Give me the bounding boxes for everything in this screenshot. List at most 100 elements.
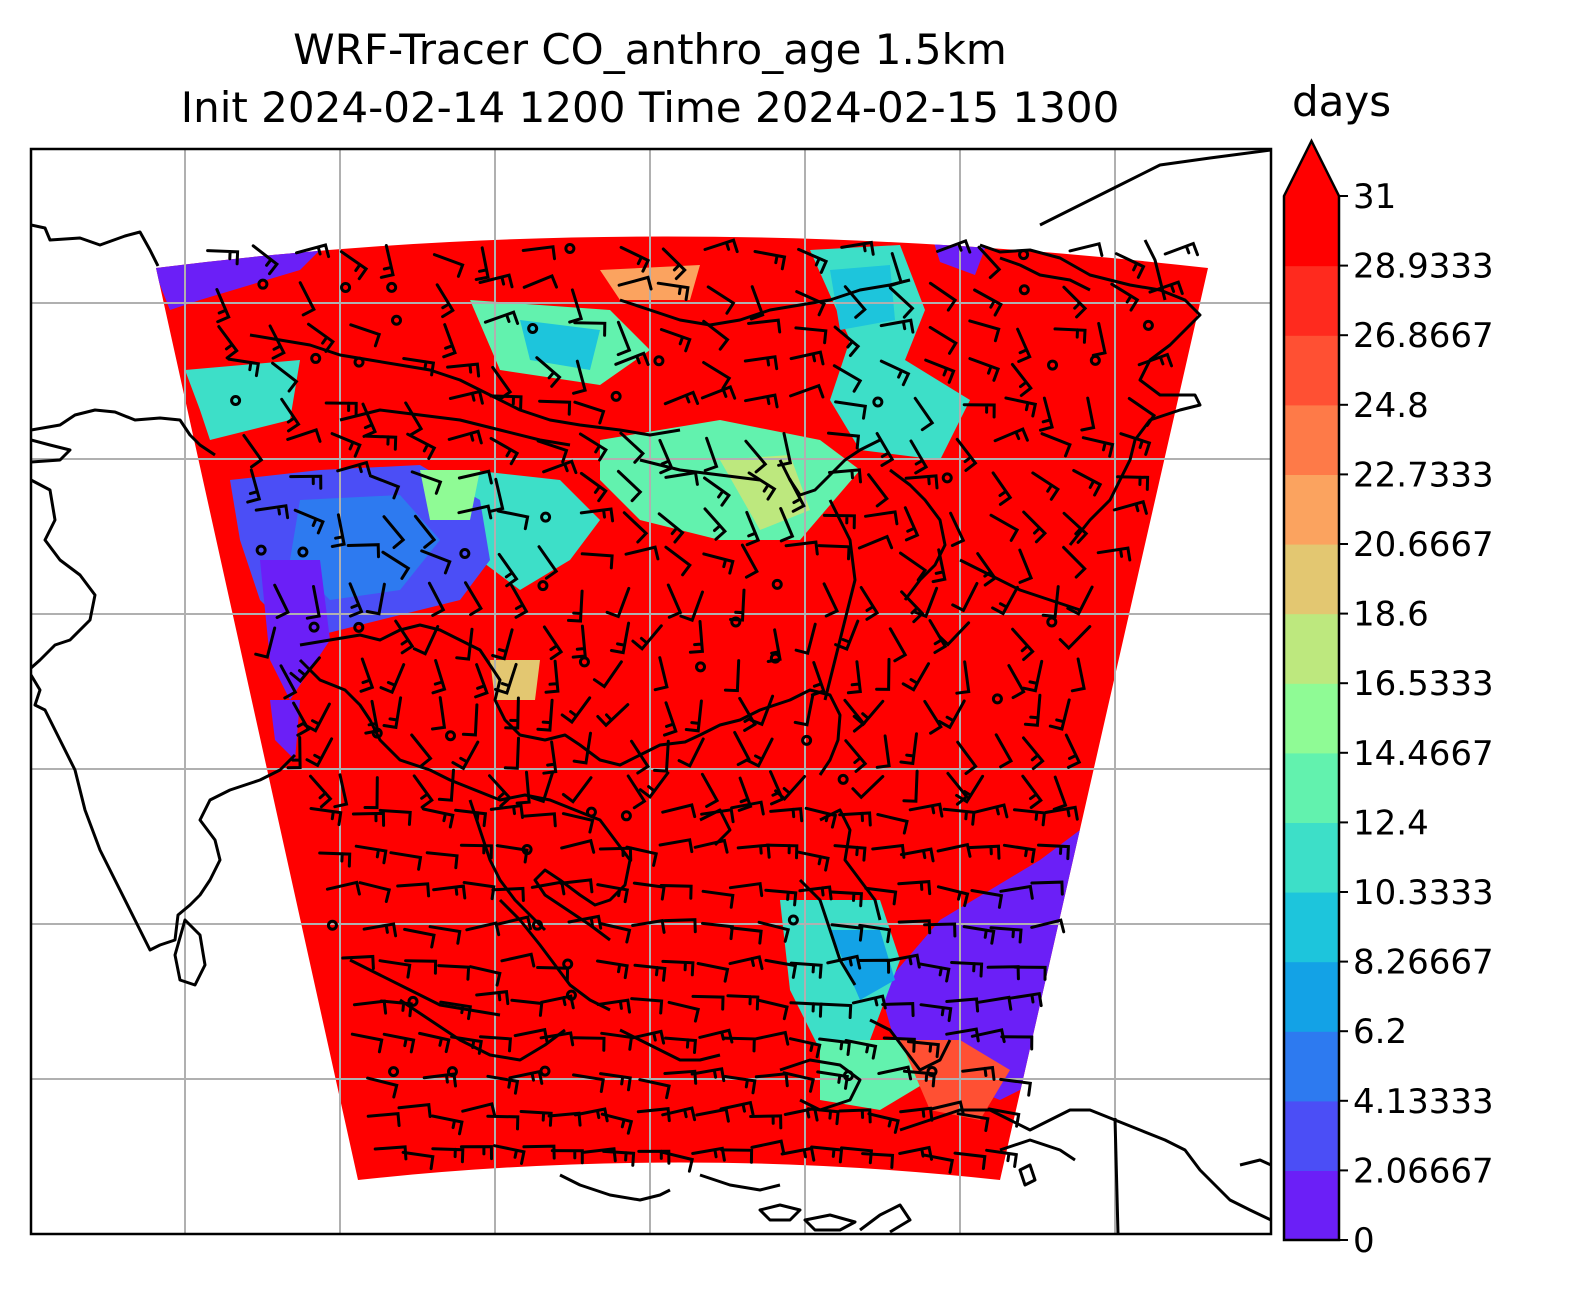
wind-barb [637,1149,671,1165]
wind-barb [497,552,519,588]
calm-wind-marker [564,243,576,255]
wind-barb [437,768,455,802]
wind-barb [605,586,631,619]
wind-barb [729,926,763,945]
wind-barb [1127,397,1157,427]
wind-barb [1002,843,1036,864]
wind-barb [246,468,262,504]
wind-barb [432,253,465,278]
colorbar-tick-label: 2.06667 [1353,1151,1494,1191]
wind-barb [1021,774,1043,809]
wind-barb [945,1027,980,1043]
wind-barb [679,590,704,623]
calm-wind-marker [991,693,1003,705]
wind-barb [368,474,401,500]
wind-barb [522,274,558,289]
wind-barb [346,543,380,559]
wind-barb [764,958,798,979]
wind-barb [420,549,452,575]
wind-barb [303,702,331,733]
wind-barb [955,660,971,695]
colorbar-tick-label: 31 [1353,177,1396,217]
wind-barb [354,844,388,865]
wind-barb [722,1036,756,1053]
wind-barb [496,509,530,531]
wind-barb [459,1145,493,1161]
calm-wind-marker [388,1066,400,1078]
wind-barb [844,739,868,773]
wind-barb [358,881,392,903]
wind-barb [794,622,817,656]
wind-barb [904,474,939,490]
wind-barb [769,807,804,823]
wind-barb [542,740,558,775]
wind-barb [921,1153,955,1174]
wind-barb [630,997,664,1015]
calm-wind-marker [565,989,577,1001]
colorbar-segment [1284,335,1339,406]
calm-wind-marker [1047,359,1059,371]
wind-barb [1066,585,1094,616]
wind-barb [431,1114,464,1136]
calm-wind-marker [562,958,574,970]
wind-barb [956,1112,990,1132]
wind-barb [702,552,735,575]
wind-barb [446,362,481,378]
wind-barb [1010,362,1033,397]
wind-barb [897,879,932,896]
wind-barb [493,1144,526,1165]
wind-barb [923,699,943,735]
wind-barb [508,1069,544,1085]
calm-wind-marker [297,546,309,558]
calm-wind-marker [1018,284,1030,296]
wind-barb [659,884,693,900]
wind-barb [867,473,889,508]
wind-barb [457,504,493,520]
wind-barb [788,1037,822,1059]
wind-barb [816,1070,850,1090]
wind-barb [955,774,985,804]
calm-wind-marker [537,580,549,592]
wind-barb [945,997,980,1013]
wind-barb [1081,436,1115,458]
wind-barb [461,1102,497,1117]
colorbar-tick-label: 10.3333 [1353,873,1494,913]
wind-barb [217,325,239,360]
colorbar-tick-label: 28.9333 [1353,247,1494,287]
colorbar-tick-label: 14.4667 [1353,734,1494,774]
wind-barb [834,400,868,420]
wind-barb [530,771,554,804]
wind-barb [389,851,423,871]
wind-barb [658,838,694,854]
colorbar-outline [1282,138,1341,1242]
wind-barb [991,471,1013,506]
wind-barb [888,286,915,319]
wind-barb [616,320,632,357]
wind-barb [663,1069,698,1085]
wind-barb [774,775,807,802]
wind-barb [797,850,830,872]
wind-barb [535,356,562,388]
wind-barb [663,918,697,934]
wind-barb [667,1000,701,1023]
wind-barb [333,773,349,809]
wind-barb [318,851,352,868]
calm-wind-marker [255,544,267,556]
calm-wind-marker [386,281,398,293]
wind-barb [723,1075,757,1095]
wind-barb [1031,471,1060,501]
wind-barb [822,513,856,530]
wind-barb [788,477,806,513]
wind-barb [903,506,920,542]
wind-barb [923,922,957,938]
wind-barb [540,994,575,1010]
wind-barb [745,510,761,547]
wind-barb [1018,548,1034,584]
wind-barb [455,627,474,661]
wind-barb [951,582,979,613]
wind-barb [523,812,557,828]
colorbar-tick-label: 12.4 [1353,803,1429,843]
wind-barb [251,244,280,276]
wind-barb [617,275,653,291]
wind-barb [494,662,518,695]
